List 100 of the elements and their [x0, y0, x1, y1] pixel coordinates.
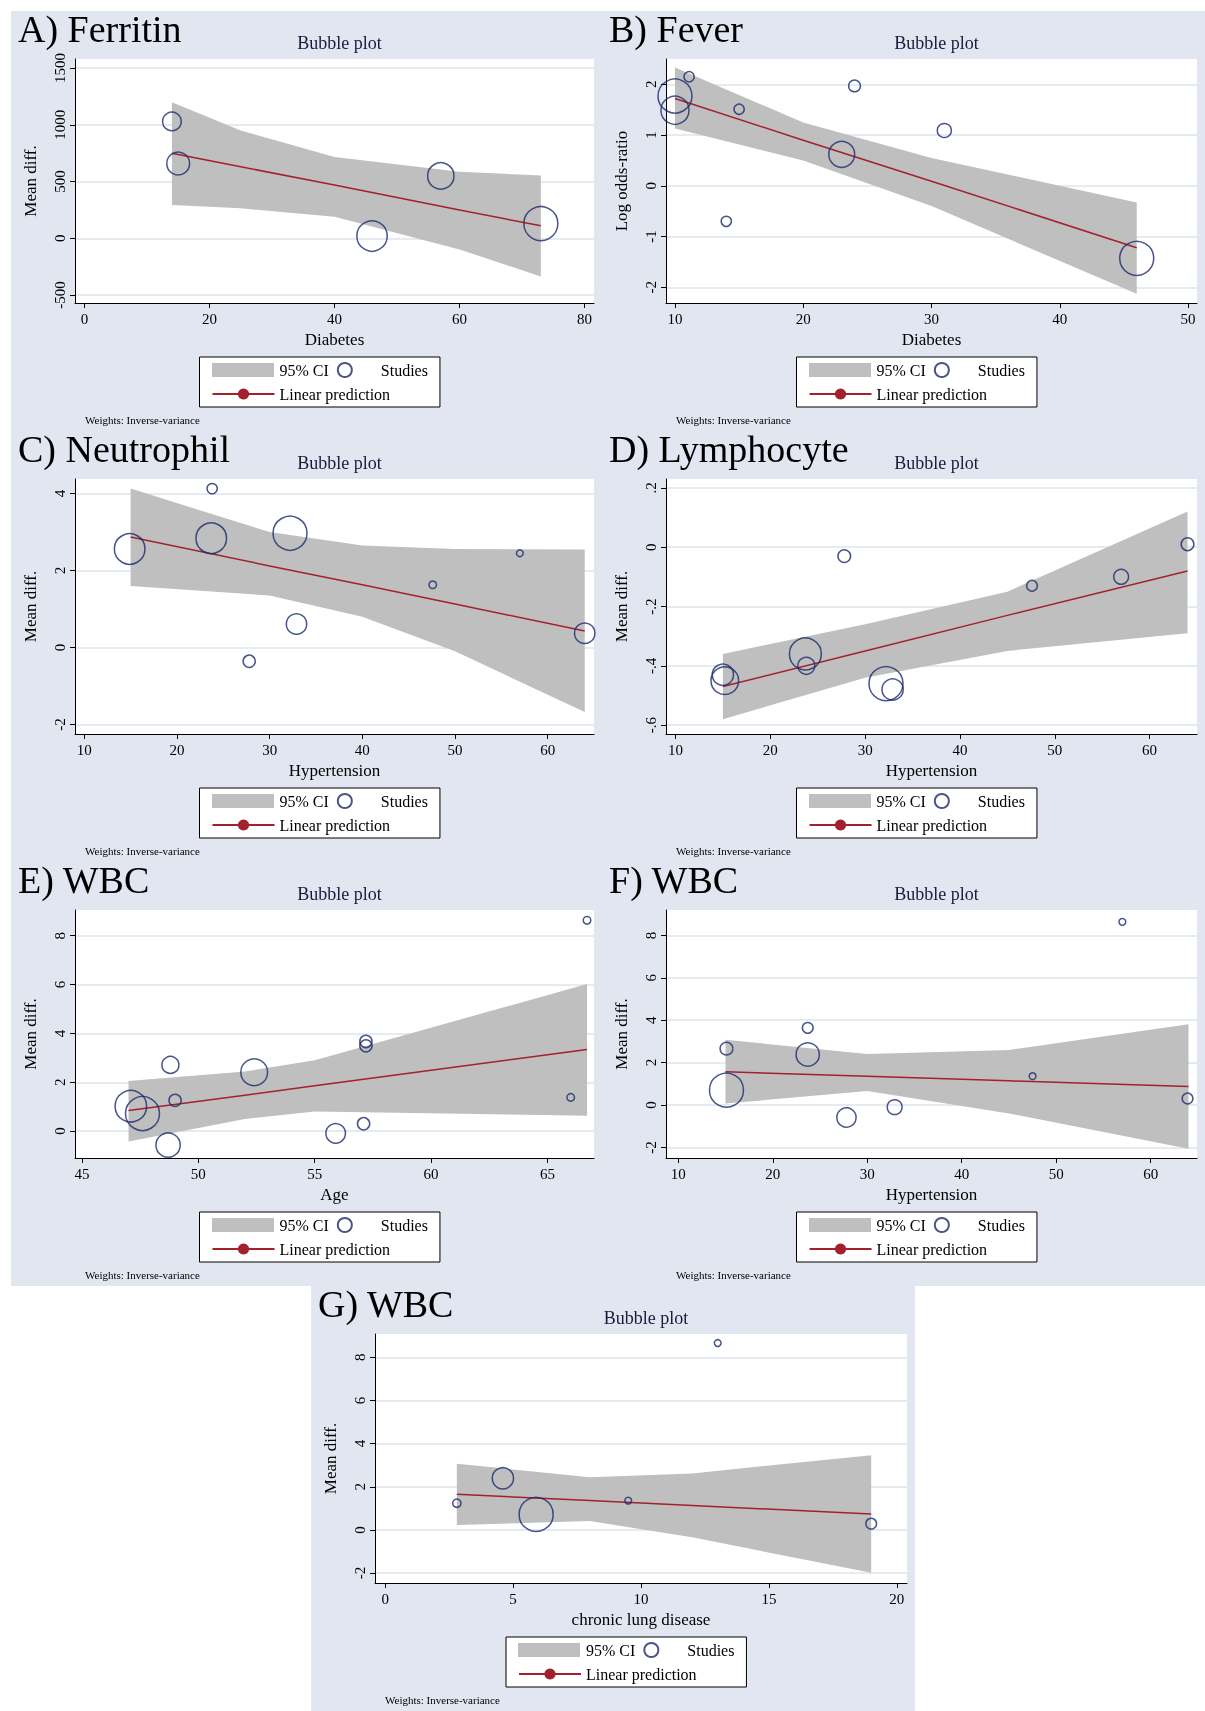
x-tick-label: 20	[889, 1590, 905, 1607]
x-tick-label: 60	[540, 741, 556, 758]
x-tick-label: 60	[423, 1165, 439, 1182]
y-axis-title: Mean diff.	[21, 570, 40, 643]
legend-label: Studies	[977, 361, 1025, 379]
text: Weights: Inverse-variance	[676, 413, 791, 426]
text: Weights: Inverse-variance	[676, 1268, 791, 1281]
x-tick-label: 55	[307, 1165, 323, 1182]
y-tick-label: 1000	[51, 109, 68, 140]
chart-subtitle: Bubble plot	[297, 884, 382, 904]
x-tick-label: 15	[761, 1590, 777, 1607]
x-axis-title: Diabetes	[304, 329, 365, 349]
text: 95% CI	[876, 1216, 926, 1234]
y-tick-label: 6	[51, 980, 68, 989]
y-tick-label: 0	[51, 234, 68, 243]
x-tick-label: 20	[795, 310, 811, 327]
y-tick-label: 2	[351, 1483, 368, 1491]
line-series	[129, 536, 586, 632]
y-tick-label: -.2	[642, 598, 659, 615]
legend-label: Studies	[977, 792, 1025, 810]
chart-title: C) Neutrophil	[18, 428, 231, 471]
x-tick-label: 40	[354, 741, 370, 758]
chart-subtitle: Bubble plot	[297, 33, 382, 53]
text: 95% CI	[279, 1216, 329, 1234]
y-tick-label: 8	[351, 1353, 368, 1362]
y-tick-label: -500	[51, 281, 68, 309]
text: Weights: Inverse-variance	[676, 844, 791, 857]
y-axis-title: Mean diff.	[321, 1422, 340, 1495]
x-axis-title: Hypertension	[885, 1184, 978, 1204]
chart-title: F) WBC	[609, 859, 739, 902]
x-tick-label: 10	[76, 741, 92, 758]
y-axis-title: Mean diff.	[21, 145, 40, 217]
x-tick-label: 30	[262, 741, 278, 758]
y-tick-label: -2	[351, 1566, 368, 1580]
legend-label: Linear prediction	[586, 1665, 697, 1684]
x-tick-label: 10	[633, 1590, 649, 1607]
x-tick-label: 60	[1143, 1165, 1159, 1182]
y-tick-label: -1	[642, 230, 659, 243]
y-tick-label: 0	[642, 1101, 659, 1109]
x-tick-label: 40	[952, 741, 968, 758]
legend-label: Linear prediction	[279, 816, 391, 835]
line-series	[171, 152, 542, 227]
y-tick-label: 1500	[51, 53, 68, 84]
x-tick-label: 50	[447, 741, 463, 758]
y-tick-label: 0	[642, 543, 659, 551]
x-tick-label: 50	[1180, 310, 1196, 327]
x-axis-title: Hypertension	[885, 760, 978, 780]
legend-label: Studies	[380, 792, 428, 810]
x-tick-label: 80	[577, 310, 593, 327]
x-tick-label: 10	[667, 741, 683, 758]
y-tick-label: 6	[351, 1396, 368, 1405]
x-tick-label: 5	[509, 1590, 517, 1607]
x-tick-label: 20	[765, 1165, 781, 1182]
chart-subtitle: Bubble plot	[603, 1308, 689, 1328]
text: Weights: Inverse-variance	[385, 1693, 500, 1706]
x-tick-label: 30	[859, 1165, 875, 1182]
y-tick-label: 2	[642, 1058, 659, 1067]
line-series	[127, 1048, 588, 1112]
x-axis-title: chronic lung disease	[571, 1609, 711, 1629]
y-axis-title: Log odds-ratio	[612, 130, 631, 232]
line-series	[722, 570, 1189, 688]
x-tick-label: 50	[1047, 741, 1063, 758]
legend-label: Linear prediction	[876, 816, 988, 835]
text: Weights: Inverse-variance	[85, 1268, 200, 1281]
x-tick-label: 20	[762, 741, 778, 758]
y-tick-label: -.6	[642, 716, 659, 734]
chart-subtitle: Bubble plot	[894, 884, 979, 904]
legend-label: Studies	[687, 1641, 735, 1659]
y-tick-label: 4	[51, 1029, 68, 1038]
x-tick-label: 40	[1052, 310, 1068, 327]
text: 95% CI	[876, 792, 926, 810]
legend-label: Linear prediction	[279, 1240, 391, 1259]
x-tick-label: 30	[857, 741, 873, 758]
x-tick-label: 20	[169, 741, 185, 758]
y-axis-title: Mean diff.	[21, 998, 40, 1070]
legend-label: Linear prediction	[876, 385, 988, 404]
y-tick-label: -.4	[642, 657, 659, 674]
legend-label: Studies	[380, 1216, 428, 1234]
line-series	[724, 1070, 1190, 1088]
x-tick-label: 40	[327, 310, 342, 327]
y-tick-label: 6	[642, 973, 659, 982]
x-tick-label: 65	[539, 1165, 555, 1182]
x-tick-label: 30	[924, 310, 939, 327]
y-tick-label: 4	[642, 1015, 659, 1024]
chart-title: A) Ferritin	[18, 8, 182, 51]
legend-label: Linear prediction	[876, 1240, 988, 1259]
x-axis-title: Diabetes	[901, 329, 962, 349]
x-axis-title: Hypertension	[288, 760, 381, 780]
y-tick-label: 4	[351, 1439, 368, 1448]
y-tick-label: 2	[51, 1078, 68, 1087]
y-tick-label: 2	[51, 566, 68, 575]
line-series	[674, 97, 1138, 249]
text: 95% CI	[279, 361, 329, 379]
x-tick-label: 20	[201, 310, 217, 327]
chart-subtitle: Bubble plot	[894, 453, 979, 473]
x-tick-label: 60	[1142, 741, 1158, 758]
y-tick-label: .2	[642, 482, 659, 494]
x-tick-label: 60	[452, 310, 468, 327]
chart-title: E) WBC	[18, 859, 150, 902]
x-tick-label: 50	[1048, 1165, 1064, 1182]
